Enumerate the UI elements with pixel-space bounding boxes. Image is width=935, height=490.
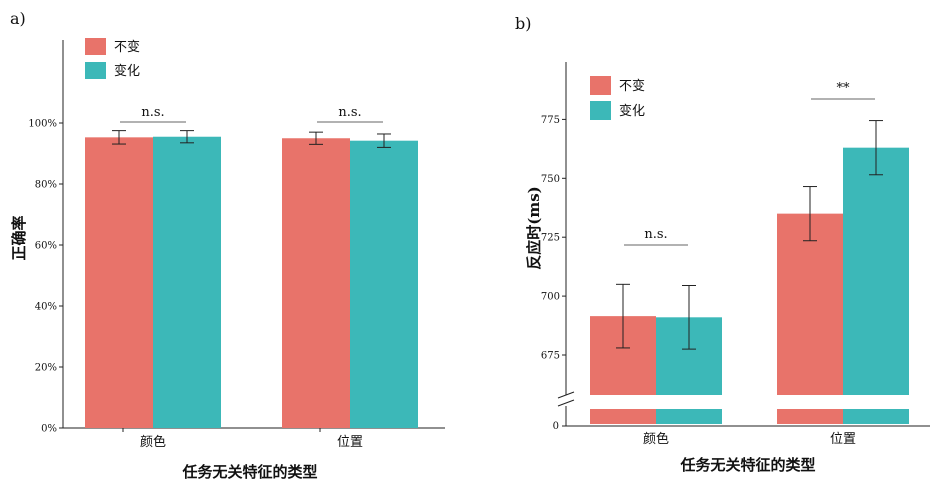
panel-b-significance-label: n.s. — [644, 227, 667, 242]
panel-b-category-label: 位置 — [830, 432, 856, 447]
panel-b-y-tick-label: 775 — [541, 115, 560, 126]
panel-a-bar-changed — [350, 140, 418, 428]
panel-b-legend: 不变 变化 — [590, 76, 645, 120]
panel-b-y-tick-label: 725 — [541, 233, 560, 244]
panel-b-y-tick-label: 700 — [541, 292, 560, 303]
panel-a-label: a) — [10, 9, 26, 28]
panel-a-x-axis-title: 任务无关特征的类型 — [181, 463, 317, 481]
panel-a-legend-swatch-changed — [85, 62, 106, 79]
panel-b-legend-label-unchanged: 不变 — [619, 78, 645, 94]
panel-a-significance-label: n.s. — [338, 105, 361, 120]
panel-b-x-axis-title: 任务无关特征的类型 — [679, 456, 815, 474]
panel-a-y-axis-title: 正确率 — [10, 215, 28, 260]
panel-a-legend-label-unchanged: 不变 — [114, 39, 140, 55]
panel-a-y-tick-label: 60% — [35, 241, 57, 252]
panel-b-legend-swatch-changed — [590, 101, 611, 120]
panel-b: b) 0 反应时(ms) 任务无关特征的类型 675 700 725 750 775 颜… — [515, 14, 930, 474]
panel-a-bar-unchanged — [282, 138, 350, 428]
panel-a-y-tick-label: 100% — [28, 119, 57, 130]
panel-a-y-tick-label: 40% — [35, 302, 57, 313]
panel-b-bar-changed — [843, 147, 909, 395]
panel-b-legend-label-changed: 变化 — [619, 103, 645, 119]
panel-b-axis-break-mark-2 — [557, 399, 575, 407]
panel-a-category-label: 颜色 — [140, 434, 166, 450]
panel-a-y-tick-label: 80% — [35, 180, 57, 191]
panel-a-y-tick-label: 20% — [35, 363, 57, 374]
panel-b-category-label: 颜色 — [643, 431, 669, 447]
panel-a-legend: 不变 变化 — [85, 38, 140, 79]
panel-b-significance-label: ** — [837, 81, 851, 96]
panel-a-legend-swatch-unchanged — [85, 38, 106, 55]
panel-b-bar-stub-unchanged — [777, 409, 843, 424]
panel-b-bar-stub-unchanged — [590, 409, 656, 424]
panel-b-y-tick-label: 750 — [541, 174, 560, 185]
panel-a-significance-label: n.s. — [141, 105, 164, 120]
panel-b-baseline-label: 0 — [553, 421, 559, 432]
panel-b-bar-unchanged — [777, 213, 843, 395]
panel-b-axis-break-mark-1 — [557, 391, 575, 399]
panel-b-bar-stub-changed — [656, 409, 722, 424]
panel-b-label: b) — [515, 14, 531, 33]
panel-b-legend-swatch-unchanged — [590, 76, 611, 95]
panel-b-y-axis-title: 反应时(ms) — [525, 186, 543, 270]
panel-b-y-tick-label: 675 — [541, 351, 560, 362]
panel-a-y-tick-label: 0% — [41, 424, 57, 435]
panel-a-bar-unchanged — [85, 137, 153, 428]
panel-a: a) 正确率 任务无关特征的类型 0% 20% 40% 60% 80% 100% 颜色 n.… — [10, 9, 445, 481]
panel-b-bar-stub-changed — [843, 409, 909, 424]
panel-a-bar-changed — [153, 136, 221, 428]
panel-a-legend-label-changed: 变化 — [114, 63, 140, 79]
panel-a-category-label: 位置 — [337, 435, 363, 450]
